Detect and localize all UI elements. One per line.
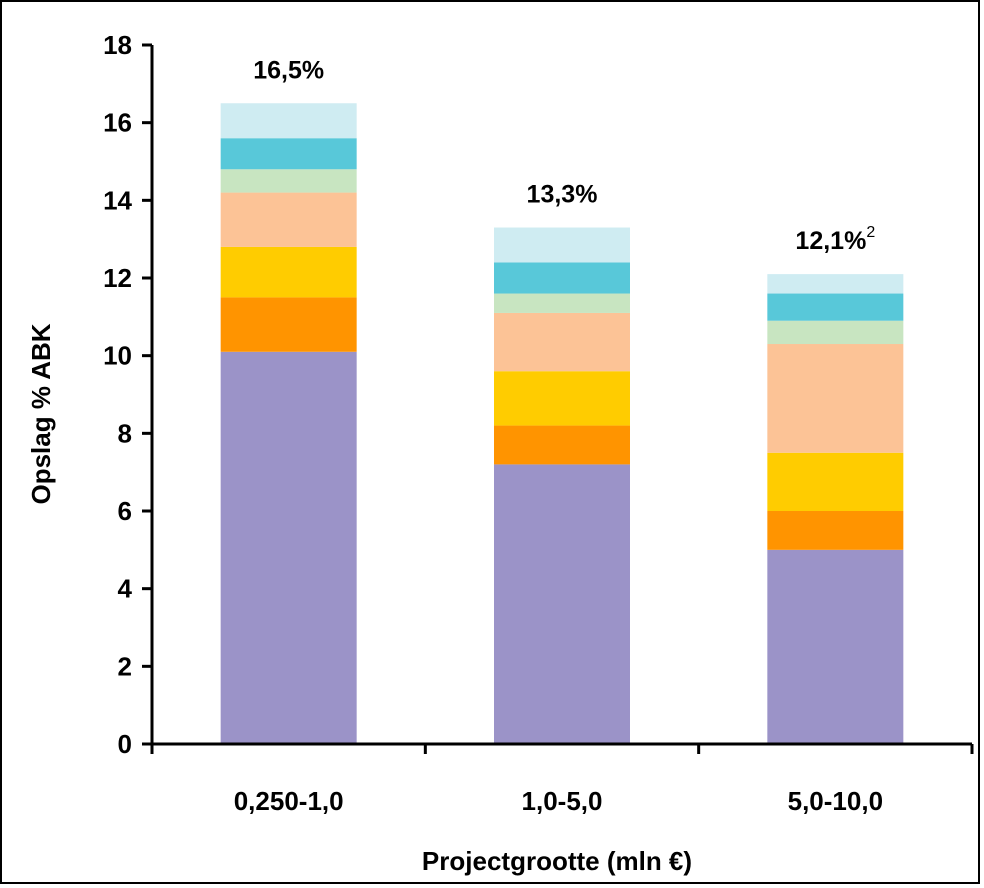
bar-segment-1-1 bbox=[220, 351, 357, 744]
labels-layer: 16,5% 0,250-1,0 13,3% 1,0-5,0 12,1%2 5,0-10,0… bbox=[103, 30, 883, 816]
bar-segment-2-3 bbox=[494, 371, 630, 426]
x-tick-label-1: 0,250-1,0 bbox=[234, 786, 344, 816]
bars-layer bbox=[220, 103, 904, 744]
bar-segment-3-3 bbox=[767, 452, 904, 511]
bar-segment-1-3 bbox=[220, 246, 357, 298]
y-tick-label-12: 12 bbox=[103, 263, 132, 293]
y-tick-label-0: 0 bbox=[118, 729, 132, 759]
y-tick-label-16: 16 bbox=[103, 108, 132, 138]
x-tick-label-2: 1,0-5,0 bbox=[522, 786, 603, 816]
y-tick-label-4: 4 bbox=[118, 574, 133, 604]
x-axis-title: Projectgrootte (mln €) bbox=[422, 846, 692, 876]
bar-segment-3-7 bbox=[767, 274, 904, 294]
axes bbox=[142, 43, 974, 754]
bar-segment-2-2 bbox=[494, 425, 630, 465]
bar-segment-2-6 bbox=[494, 262, 630, 294]
bar-total-label-3: 12,1%2 bbox=[795, 224, 875, 255]
bar-segment-1-5 bbox=[220, 169, 357, 193]
y-tick-label-6: 6 bbox=[118, 496, 132, 526]
bar-segment-3-4 bbox=[767, 344, 904, 453]
bar-segment-3-6 bbox=[767, 293, 904, 321]
y-tick-label-10: 10 bbox=[103, 341, 132, 371]
bar-segment-3-1 bbox=[767, 549, 904, 744]
y-tick-label-8: 8 bbox=[118, 418, 132, 448]
bar-segment-1-4 bbox=[220, 192, 357, 247]
bar-segment-3-5 bbox=[767, 320, 904, 345]
x-tick-label-3: 5,0-10,0 bbox=[788, 786, 883, 816]
y-axis-title: Opslag % ABK bbox=[26, 323, 56, 504]
bar-total-label-1: 16,5% bbox=[253, 56, 324, 84]
bar-segment-3-2 bbox=[767, 511, 904, 550]
y-tick-label-2: 2 bbox=[118, 651, 132, 681]
bar-segment-1-2 bbox=[220, 297, 357, 352]
bar-segment-2-7 bbox=[494, 227, 630, 263]
y-tick-label-18: 18 bbox=[103, 30, 132, 60]
bar-segment-1-6 bbox=[220, 138, 357, 170]
bar-total-superscript-3: 2 bbox=[866, 224, 875, 241]
bar-total-label-2: 13,3% bbox=[527, 181, 598, 209]
bar-segment-1-7 bbox=[220, 103, 357, 139]
bar-segment-2-4 bbox=[494, 312, 630, 372]
y-tick-label-14: 14 bbox=[103, 185, 132, 215]
bar-segment-2-1 bbox=[494, 464, 630, 744]
bar-segment-2-5 bbox=[494, 293, 630, 313]
